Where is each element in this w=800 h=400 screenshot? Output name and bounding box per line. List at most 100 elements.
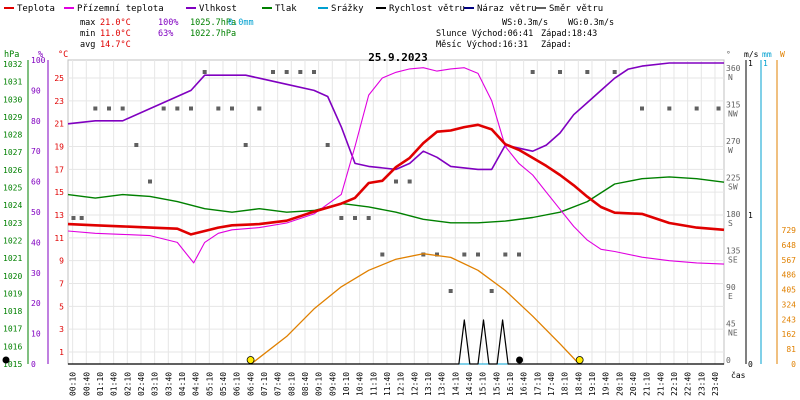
- hpa-tick: 1015: [3, 360, 22, 369]
- wind-speed-info: WS:0.3m/s: [502, 18, 548, 28]
- x-tick-label: 17:40: [547, 372, 556, 396]
- ground-temperature-line: [67, 67, 725, 265]
- degc-tick: 13: [54, 211, 64, 220]
- x-tick-label: 22:40: [684, 372, 693, 396]
- wind-direction-point: [243, 143, 248, 147]
- dir-tick: 0: [726, 356, 731, 365]
- hpa-axis-label: hPa: [4, 50, 19, 60]
- x-tick-label: 13:40: [438, 372, 447, 396]
- dir-tick: 360: [726, 64, 741, 73]
- x-tick-label: 06:10: [233, 372, 242, 396]
- hpa-tick: 1019: [3, 289, 22, 298]
- sunset-marker: [575, 356, 584, 364]
- temperature-line: [67, 123, 725, 236]
- degc-tick: 9: [59, 257, 64, 266]
- wind-direction-point: [230, 106, 234, 111]
- wm-tick: 162: [782, 330, 797, 339]
- wind-direction-point: [517, 252, 521, 257]
- pct-tick: 0: [31, 360, 36, 369]
- degc-tick: 3: [59, 325, 64, 334]
- x-tick-label: 12:40: [410, 372, 419, 396]
- wind-direction-point: [503, 252, 508, 257]
- wind-direction-point: [716, 106, 721, 111]
- wind-direction-point: [79, 216, 84, 220]
- x-tick-label: 05:10: [205, 372, 214, 396]
- wind-direction-point: [312, 70, 316, 74]
- hpa-tick: 1029: [3, 113, 22, 122]
- pct-tick: 100: [31, 56, 46, 65]
- degc-tick: 11: [54, 234, 64, 243]
- x-tick-label: 12:10: [397, 372, 406, 396]
- x-tick-label: 23:10: [697, 372, 706, 396]
- wind-direction-point: [189, 106, 193, 111]
- x-tick-label: 23:40: [711, 372, 720, 396]
- moon-marker: [2, 356, 10, 364]
- mm-tick: 1: [763, 59, 768, 68]
- wind-direction-point: [394, 179, 398, 184]
- degc-tick: 23: [54, 97, 64, 106]
- degc-axis-label: °C: [58, 50, 68, 60]
- wm-tick: 243: [782, 315, 797, 324]
- wind-direction-point: [530, 70, 535, 74]
- dir-tick: 135: [726, 247, 741, 256]
- pct-tick: 60: [31, 178, 41, 187]
- chart-title: 25.9.2023: [368, 51, 428, 64]
- wind-direction-point: [202, 70, 207, 74]
- wind-direction-point: [640, 106, 644, 111]
- pct-tick: 40: [31, 238, 41, 247]
- x-tick-label: 17:10: [533, 372, 542, 396]
- x-tick-label: 20:40: [629, 372, 638, 396]
- wm-tick: 567: [782, 256, 797, 265]
- wind-direction-point: [585, 70, 590, 74]
- hpa-tick: 1022: [3, 236, 22, 245]
- legend-label: Náraz větru: [477, 4, 537, 14]
- wm-tick: 81: [786, 345, 796, 354]
- pct-tick: 10: [31, 330, 41, 339]
- dir-compass: N: [728, 73, 733, 82]
- degc-tick: 25: [54, 74, 64, 83]
- wind-direction-point: [612, 70, 617, 74]
- x-tick-label: 19:40: [602, 372, 611, 396]
- hpa-tick: 1016: [3, 342, 22, 351]
- wind-direction-point: [257, 106, 262, 111]
- hpa-tick: 1020: [3, 272, 22, 281]
- x-tick-label: 10:40: [356, 372, 365, 396]
- dir-compass: NW: [728, 110, 738, 119]
- pct-tick: 50: [31, 208, 41, 217]
- wind-direction-point: [271, 70, 275, 74]
- dir-compass: SE: [728, 256, 738, 265]
- degc-tick: 1: [59, 348, 64, 357]
- sun-info: Slunce Východ:06:41: [436, 29, 533, 39]
- wind-direction-point: [694, 106, 699, 111]
- x-tick-label: 03:40: [164, 372, 173, 396]
- stat-value: min: [80, 29, 95, 39]
- stat-value: 63%: [158, 29, 173, 39]
- x-tick-label: 18:10: [561, 372, 570, 396]
- wind-direction-point: [325, 143, 330, 147]
- sunset-info: Západ:18:43: [541, 29, 597, 39]
- stat-value: 1022.7hPa: [190, 29, 236, 39]
- x-tick-label: 08:40: [301, 372, 310, 396]
- stat-value: avg: [80, 40, 95, 50]
- x-tick-label: 06:40: [246, 372, 255, 396]
- ms-axis-label: m/s: [744, 50, 759, 59]
- dir-compass: NE: [728, 329, 738, 338]
- ms-tick: 1: [748, 59, 753, 68]
- moon-info: Měsíc Východ:16:31: [436, 40, 528, 50]
- wind-direction-point: [558, 70, 562, 74]
- wind-direction-point: [216, 106, 221, 111]
- wm-tick: 0: [791, 360, 796, 369]
- hpa-tick: 1021: [3, 254, 22, 263]
- wm-tick: 324: [782, 300, 797, 309]
- legend-label: Srážky: [331, 4, 364, 14]
- x-tick-label: 16:40: [520, 372, 529, 396]
- wm-tick: 648: [782, 241, 797, 250]
- x-tick-label: 08:10: [287, 372, 296, 396]
- hpa-tick: 1017: [3, 325, 22, 334]
- wind-direction-point: [134, 143, 139, 147]
- x-tick-label: 21:10: [643, 372, 652, 396]
- stat-value: 0.0mm: [228, 18, 254, 28]
- stat-value: 14.7°C: [100, 40, 131, 50]
- sunrise-marker: [246, 356, 255, 364]
